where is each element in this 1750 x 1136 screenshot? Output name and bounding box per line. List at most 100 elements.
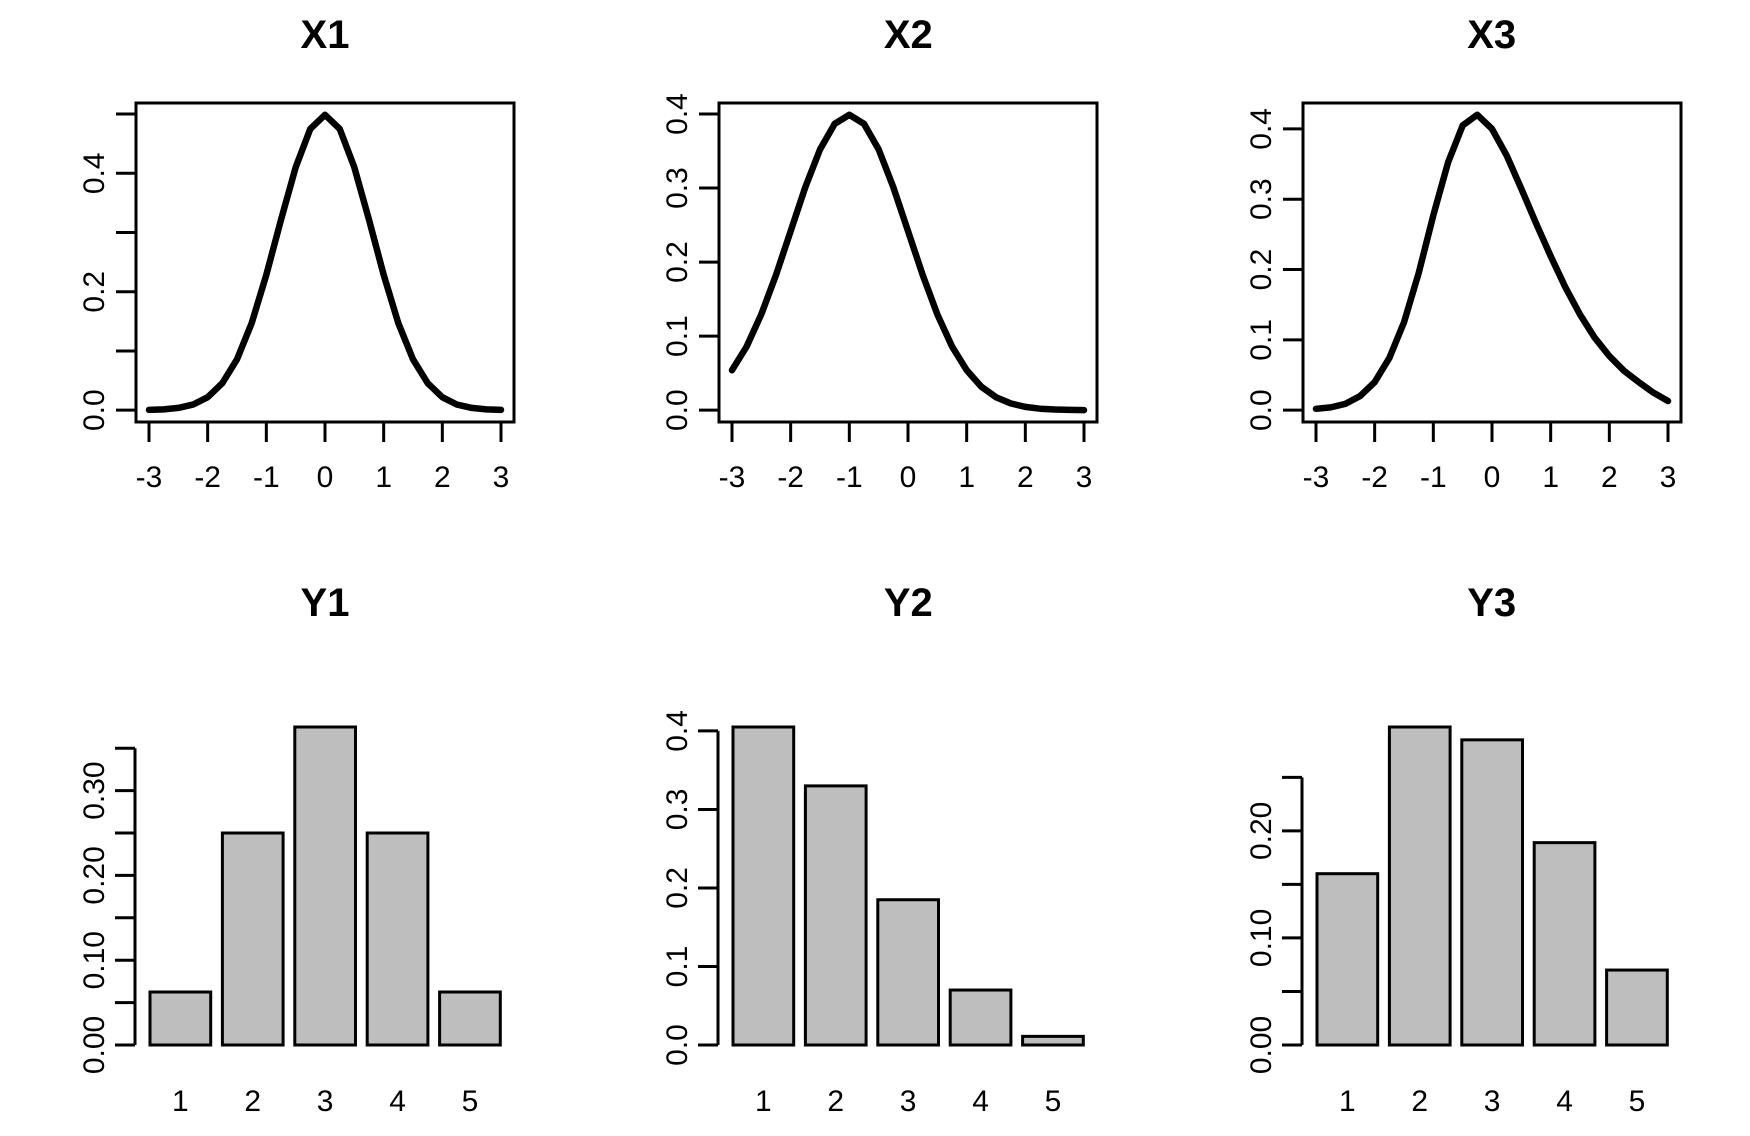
x-tick-label: 1 — [959, 461, 976, 494]
y-tick-label: 0.3 — [1245, 178, 1278, 220]
category-label: 2 — [1411, 1085, 1428, 1118]
x-tick-label: 3 — [1076, 461, 1093, 494]
bar — [1315, 872, 1379, 1047]
panel-y1: Y1 0.00 0.10 0.20 0.30 1 2 3 4 5 — [0, 568, 583, 1136]
panel-x1: X1 0.0 0.2 0.4 -3 -2 -1 0 1 2 3 — [0, 0, 583, 568]
y-tick-label: 0.10 — [1245, 909, 1278, 967]
plot-box — [134, 101, 516, 424]
y-axis — [114, 746, 137, 1047]
category-label: 3 — [317, 1085, 334, 1118]
y-tick-label: 0.4 — [1245, 108, 1278, 150]
bar — [293, 725, 357, 1047]
x-tick-label: 2 — [434, 461, 451, 494]
density-plot-x2: 0.0 0.1 0.2 0.3 0.4 -3 -2 -1 0 1 2 3 — [661, 93, 1099, 494]
y-axis — [1281, 775, 1304, 1047]
panel-title-x1: X1 — [300, 13, 350, 57]
y-tick-label: 0.2 — [661, 241, 694, 283]
y-tick-label: 0.20 — [78, 846, 111, 904]
x-tick-label: -3 — [719, 461, 746, 494]
bar-plot-y3: 0.00 0.10 0.20 1 2 3 4 5 — [1245, 725, 1669, 1118]
bar-plot-y2: 0.0 0.1 0.2 0.3 0.4 1 2 3 4 5 — [661, 710, 1086, 1118]
category-label: 4 — [973, 1085, 990, 1118]
category-label: 4 — [1556, 1085, 1573, 1118]
bar-plot-y1: 0.00 0.10 0.20 0.30 1 2 3 4 5 — [78, 725, 502, 1118]
y-tick-label: 0.1 — [1245, 319, 1278, 361]
x-tick-label: 1 — [1542, 461, 1559, 494]
y-tick-label: 0.3 — [661, 789, 694, 831]
panel-x2: X2 0.0 0.1 0.2 0.3 0.4 -3 -2 -1 0 1 2 3 — [583, 0, 1166, 568]
y-tick-label: 0.0 — [661, 389, 694, 431]
x-tick-label: -3 — [1302, 461, 1329, 494]
x-tick-label: -3 — [136, 461, 163, 494]
y-tick-label: 0.00 — [78, 1016, 111, 1074]
panel-title-x2: X2 — [883, 13, 933, 57]
axes — [1282, 101, 1683, 442]
bar — [876, 898, 941, 1047]
y-tick-label: 0.30 — [78, 761, 111, 819]
y-tick-label: 0.2 — [1245, 249, 1278, 291]
bar — [949, 988, 1013, 1047]
y-tick-label: 0.3 — [661, 167, 694, 209]
density-plot-x3: 0.0 0.1 0.2 0.3 0.4 -3 -2 -1 0 1 2 3 — [1245, 101, 1683, 494]
x-tick-label: -1 — [253, 461, 280, 494]
y-tick-label: 0.10 — [78, 931, 111, 989]
category-label: 2 — [244, 1085, 261, 1118]
panel-y3: Y3 0.00 0.10 0.20 1 2 3 4 5 — [1167, 568, 1750, 1136]
y-tick-label: 0.20 — [1245, 802, 1278, 860]
bar — [731, 725, 796, 1047]
category-label: 3 — [900, 1085, 917, 1118]
x-tick-label: 0 — [1483, 461, 1500, 494]
panel-title-y2: Y2 — [883, 581, 933, 625]
x-tick-label: 0 — [317, 461, 334, 494]
axes — [115, 101, 516, 442]
bar — [1387, 725, 1452, 1047]
x-tick-label: 2 — [1017, 461, 1034, 494]
y-tick-label: 0.2 — [661, 867, 694, 909]
density-curve — [1312, 111, 1671, 413]
y-tick-label: 0.4 — [661, 93, 694, 135]
density-curve — [145, 111, 505, 414]
bar — [804, 784, 868, 1047]
y-tick-label: 0.4 — [78, 152, 111, 194]
x-tick-label: 3 — [1659, 461, 1676, 494]
bar — [1021, 1034, 1086, 1047]
y-tick-label: 0.1 — [661, 315, 694, 357]
y-tick-label: 0.0 — [78, 389, 111, 431]
x-tick-label: -2 — [194, 461, 221, 494]
y-tick-label: 0.4 — [661, 710, 694, 752]
category-label: 5 — [1628, 1085, 1645, 1118]
y-axis — [698, 729, 720, 1047]
density-plot-x1: 0.0 0.2 0.4 -3 -2 -1 0 1 2 3 — [78, 101, 516, 494]
x-tick-label: -2 — [1361, 461, 1388, 494]
category-label: 1 — [172, 1085, 189, 1118]
bar — [438, 990, 502, 1047]
panel-title-y1: Y1 — [300, 581, 350, 625]
y-tick-label: 0.1 — [661, 946, 694, 988]
x-tick-label: 0 — [900, 461, 917, 494]
x-tick-label: 2 — [1601, 461, 1618, 494]
plot-box — [717, 101, 1099, 424]
panel-title-x3: X3 — [1467, 13, 1517, 57]
x-tick-label: 1 — [375, 461, 392, 494]
bar — [1459, 738, 1524, 1047]
category-label: 1 — [755, 1085, 772, 1118]
density-curve — [729, 111, 1088, 414]
bar — [1532, 841, 1597, 1047]
bar — [365, 831, 430, 1047]
category-label: 4 — [389, 1085, 406, 1118]
y-tick-label: 0.0 — [661, 1024, 694, 1066]
category-label: 5 — [462, 1085, 479, 1118]
bar — [1604, 968, 1669, 1047]
category-label: 2 — [828, 1085, 845, 1118]
x-tick-label: -2 — [778, 461, 805, 494]
panel-x3: X3 0.0 0.1 0.2 0.3 0.4 -3 -2 -1 0 1 2 3 — [1167, 0, 1750, 568]
x-tick-label: -1 — [836, 461, 863, 494]
y-tick-label: 0.0 — [1245, 389, 1278, 431]
x-tick-label: 3 — [493, 461, 510, 494]
bar — [148, 990, 213, 1047]
x-tick-label: -1 — [1420, 461, 1447, 494]
y-tick-label: 0.2 — [78, 271, 111, 313]
category-label: 1 — [1339, 1085, 1356, 1118]
y-tick-label: 0.00 — [1245, 1016, 1278, 1074]
